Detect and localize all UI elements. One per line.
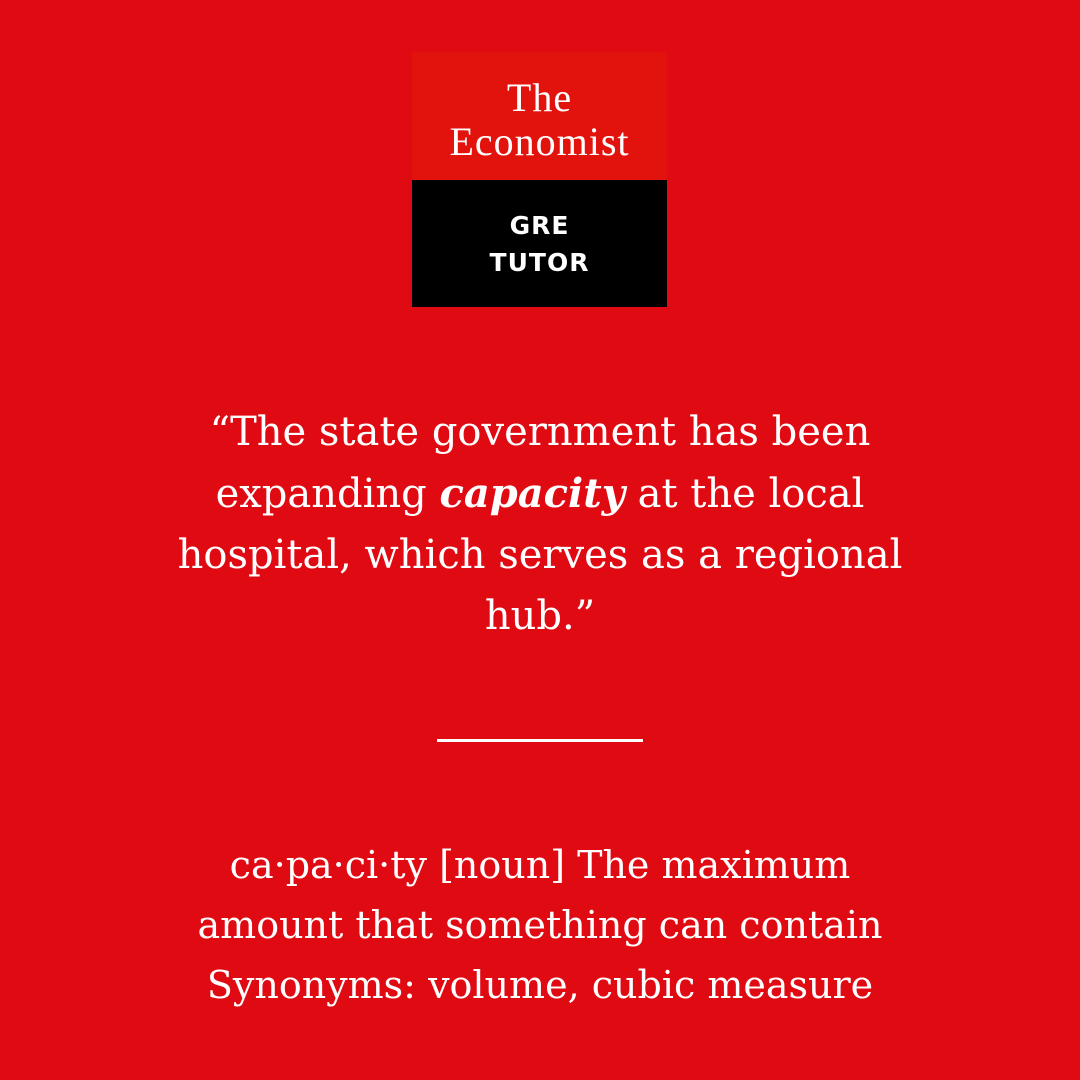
definition-line-2: amount that something can contain bbox=[197, 903, 883, 947]
vocabulary-word: capacity bbox=[439, 470, 625, 517]
divider-line bbox=[437, 739, 643, 742]
quote-text-before: “The state government has been expanding bbox=[209, 409, 871, 517]
logo-line-tutor: TUTOR bbox=[489, 247, 590, 277]
word-definition: ca·pa·ci·ty [noun] The maximum amount th… bbox=[140, 835, 940, 1015]
quote-text-after: at the local hospital, which serves as a… bbox=[177, 471, 903, 639]
logo-line-economist: Economist bbox=[449, 119, 630, 164]
logo-line-gre: GRE bbox=[509, 210, 570, 240]
economist-gre-tutor-logo: The Economist GRE TUTOR bbox=[412, 52, 667, 307]
logo-gre-tutor-band: GRE TUTOR bbox=[412, 180, 667, 307]
logo-masthead: The Economist bbox=[412, 52, 667, 180]
logo-line-the: The bbox=[506, 75, 573, 120]
definition-line-1: ca·pa·ci·ty [noun] The maximum bbox=[229, 843, 851, 887]
example-sentence: “The state government has been expanding… bbox=[140, 402, 940, 647]
synonyms-line: Synonyms: volume, cubic measure bbox=[206, 963, 874, 1007]
